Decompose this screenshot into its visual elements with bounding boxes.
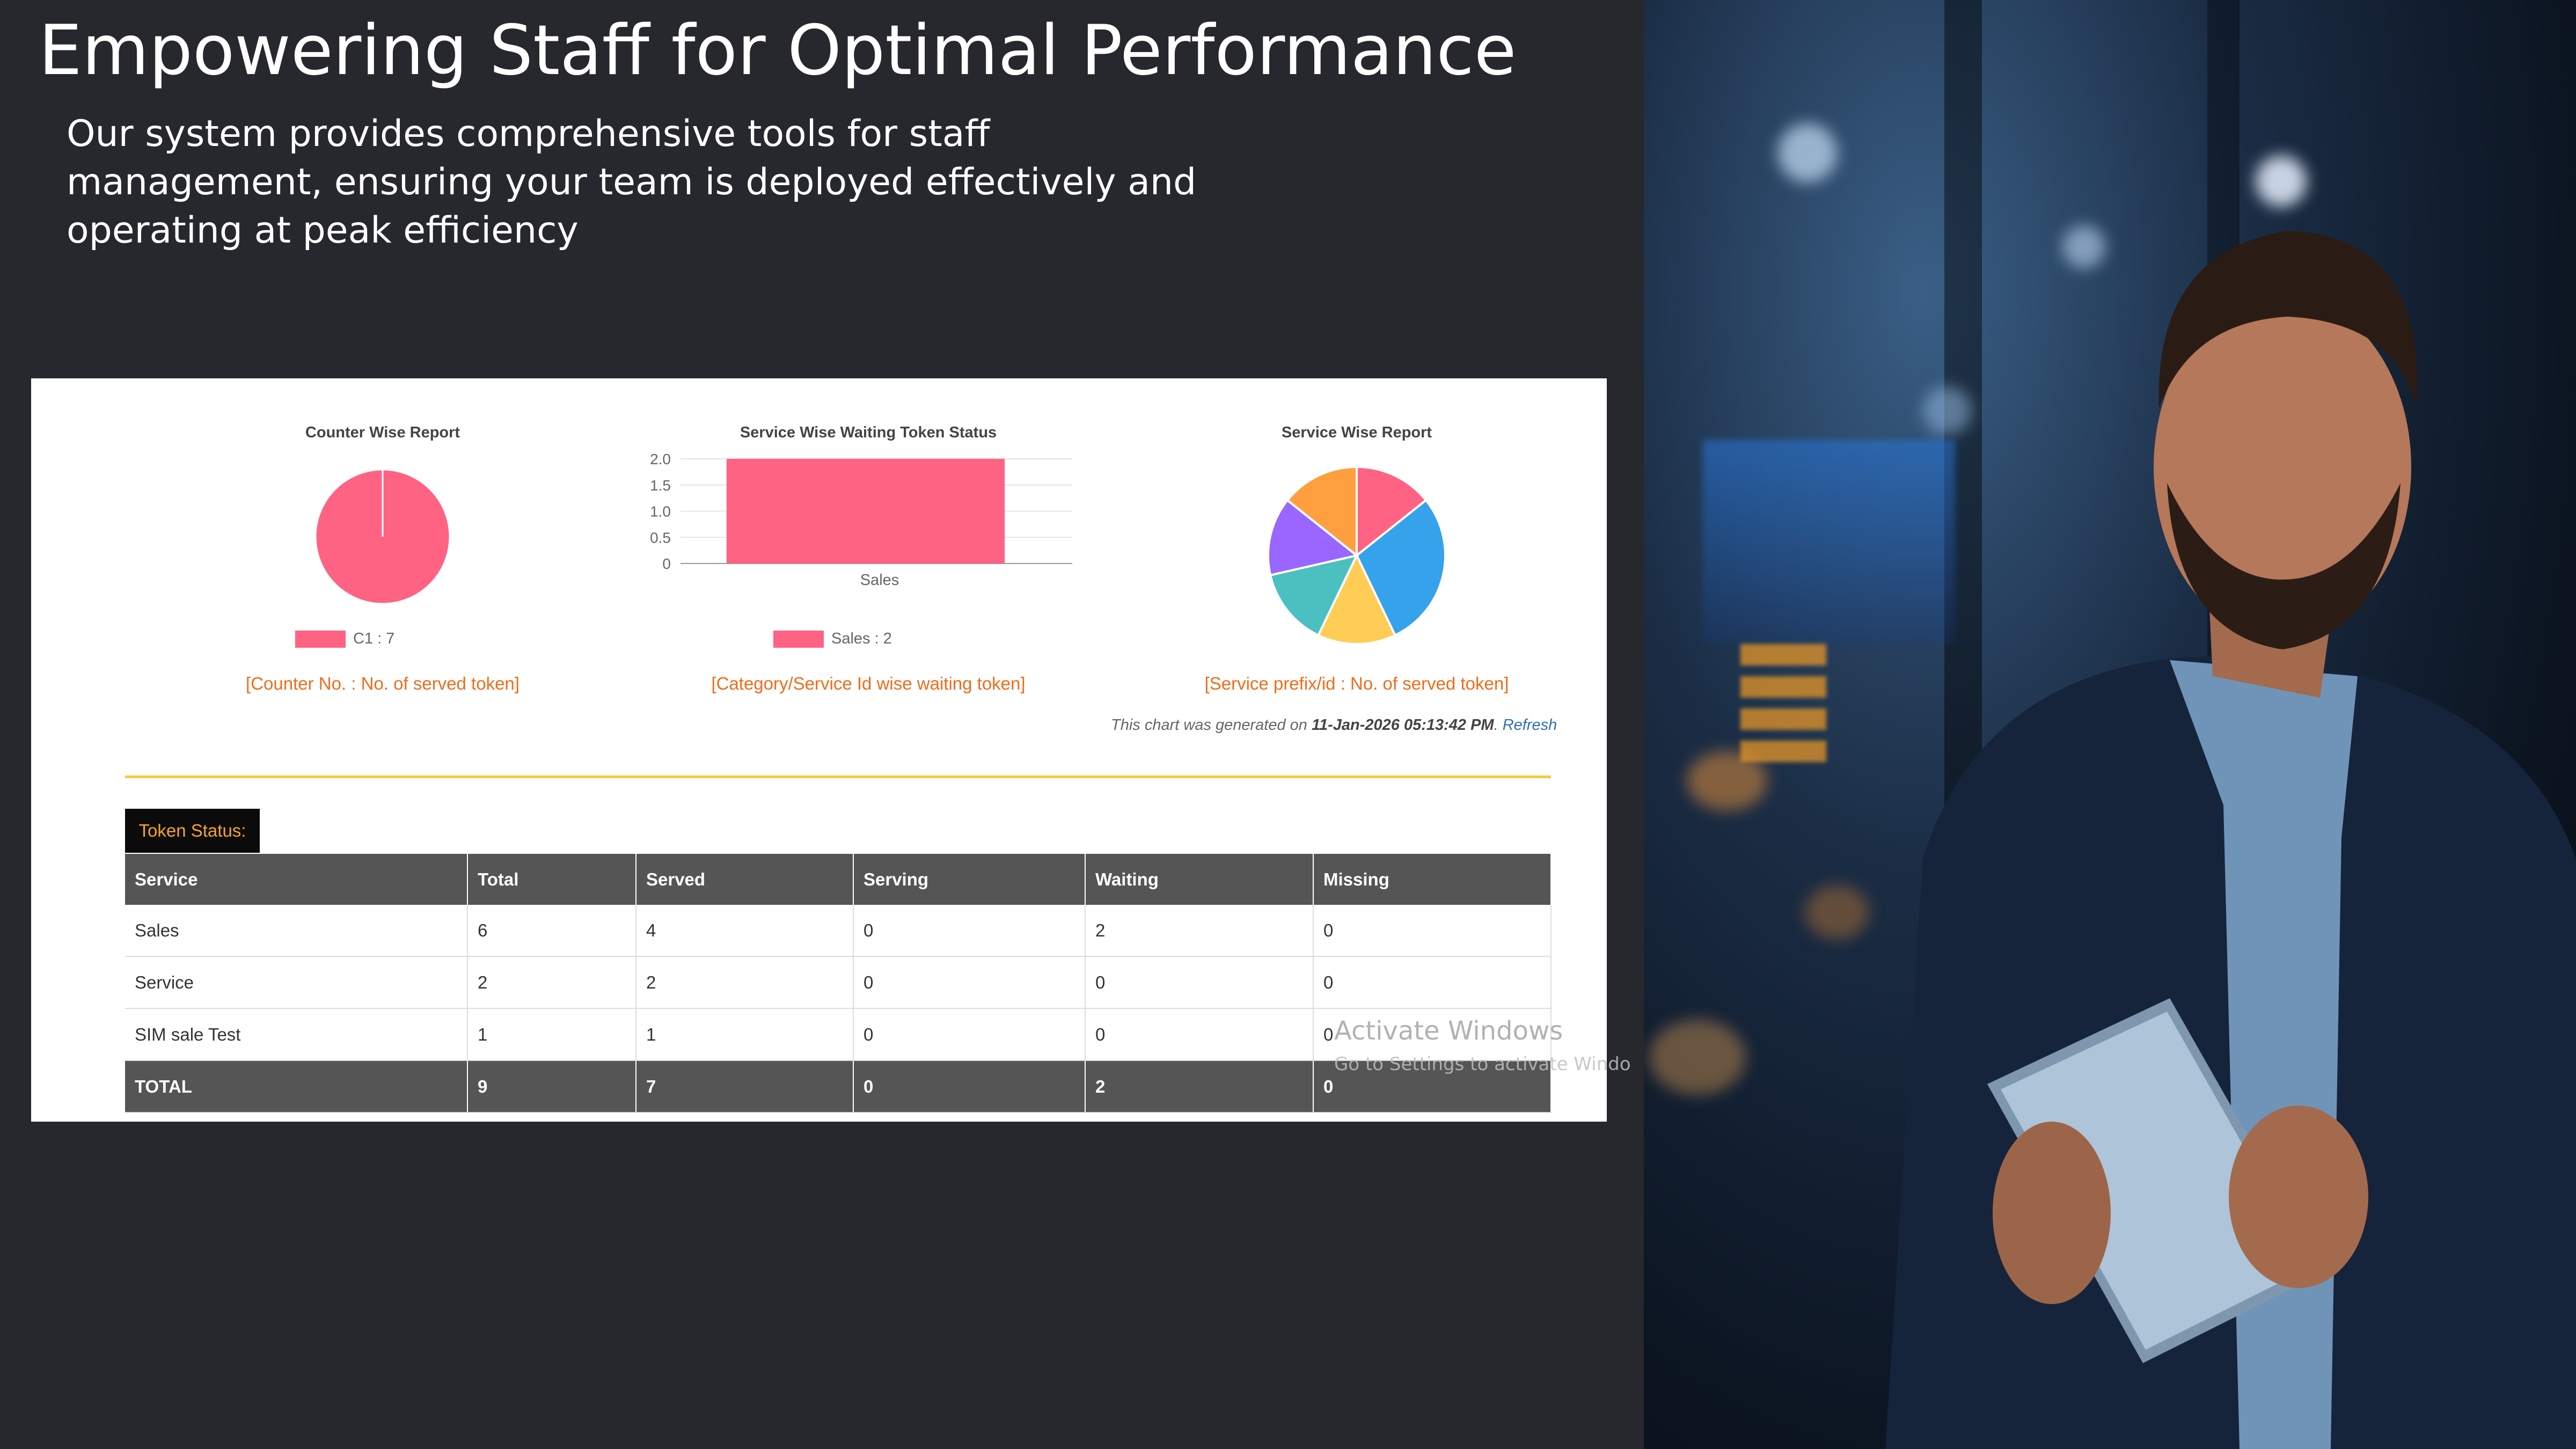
waiting-legend-swatch bbox=[773, 631, 824, 648]
table-row: Sales 6 4 0 2 0 bbox=[125, 905, 1552, 957]
cell-service: Sales bbox=[125, 905, 468, 957]
activate-windows-hint: Go to Settings to activate Windo bbox=[1334, 1053, 1631, 1075]
cell-service: SIM sale Test bbox=[125, 1008, 468, 1061]
header-total: Total bbox=[467, 854, 636, 905]
cell-missing: 0 bbox=[1313, 905, 1552, 957]
table-header-row: Service Total Served Serving Waiting Mis… bbox=[125, 854, 1552, 905]
service-pie-slice-1[interactable] bbox=[1356, 465, 1428, 558]
total-served: 7 bbox=[636, 1060, 854, 1113]
service-chart-caption: [Service prefix/id : No. of served token… bbox=[1204, 674, 1509, 693]
section-divider bbox=[125, 775, 1551, 778]
table-row: SIM sale Test 1 1 0 0 0 bbox=[125, 1008, 1552, 1061]
header-serving: Serving bbox=[853, 854, 1086, 905]
cell-served: 2 bbox=[636, 956, 854, 1009]
bar-y-tick-label: 2.0 bbox=[650, 451, 671, 467]
bar-y-tick-label: 1.0 bbox=[650, 503, 671, 520]
cell-waiting: 0 bbox=[1085, 1008, 1314, 1061]
service-pie-slice-2[interactable] bbox=[1355, 499, 1446, 637]
cell-service: Service bbox=[125, 956, 468, 1009]
cell-total: 2 bbox=[467, 956, 636, 1009]
counter-legend-swatch bbox=[295, 631, 346, 648]
waiting-chart-title: Service Wise Waiting Token Status bbox=[740, 424, 997, 441]
businessman-tablet-photo bbox=[1644, 0, 2576, 1449]
counter-chart-caption: [Counter No. : No. of served token] bbox=[246, 674, 519, 693]
service-pie-chart bbox=[1267, 465, 1446, 645]
token-status-table: Service Total Served Serving Waiting Mis… bbox=[125, 854, 1552, 1113]
cell-waiting: 0 bbox=[1085, 956, 1314, 1009]
cell-waiting: 2 bbox=[1085, 905, 1314, 957]
table-row: Service 2 2 0 0 0 bbox=[125, 956, 1552, 1009]
header-waiting: Waiting bbox=[1085, 854, 1314, 905]
chart-generated-line: This chart was generated on 11-Jan-2026 … bbox=[1111, 716, 1557, 734]
cell-serving: 0 bbox=[853, 1008, 1086, 1061]
bar-sales[interactable] bbox=[726, 459, 1005, 564]
total-missing: 0 bbox=[1313, 1060, 1552, 1113]
waiting-bar-chart: 2.0 1.5 1.0 0.5 0 Sales bbox=[650, 451, 1072, 589]
header-served: Served bbox=[636, 854, 854, 905]
cell-serving: 0 bbox=[853, 956, 1086, 1009]
header-service: Service bbox=[125, 854, 468, 905]
counter-pie-chart bbox=[314, 469, 451, 605]
cell-served: 4 bbox=[636, 905, 854, 957]
cell-missing: 0 bbox=[1313, 1008, 1552, 1061]
token-status-tab[interactable]: Token Status: bbox=[125, 809, 260, 853]
report-panel: Counter Wise Report C1 : 7 [Counter No. … bbox=[31, 378, 1607, 1122]
bar-y-tick-label: 0 bbox=[662, 555, 671, 572]
person-illustration bbox=[1885, 231, 2576, 1449]
cell-missing: 0 bbox=[1313, 956, 1552, 1009]
header-missing: Missing bbox=[1313, 854, 1552, 905]
waiting-chart-caption: [Category/Service Id wise waiting token] bbox=[711, 674, 1026, 693]
refresh-link[interactable]: Refresh bbox=[1502, 716, 1557, 734]
total-label: TOTAL bbox=[125, 1060, 468, 1113]
total-serving: 0 bbox=[853, 1060, 1086, 1113]
service-pie-slice-3[interactable] bbox=[1316, 553, 1397, 645]
bar-y-tick-label: 0.5 bbox=[650, 529, 671, 546]
bar-y-tick-label: 1.5 bbox=[650, 477, 671, 494]
total-total: 9 bbox=[467, 1060, 636, 1113]
slide-subtitle: Our system provides comprehensive tools … bbox=[67, 113, 1197, 252]
activate-windows-watermark: Activate Windows bbox=[1334, 1016, 1563, 1046]
table-total-row: TOTAL 9 7 0 2 0 bbox=[125, 1060, 1552, 1113]
generated-time: 11-Jan-2026 05:13:42 PM bbox=[1311, 716, 1494, 734]
bar-x-category-label: Sales bbox=[860, 572, 899, 589]
service-chart-title: Service Wise Report bbox=[1281, 424, 1432, 441]
service-pie-slice-6[interactable] bbox=[1286, 465, 1358, 558]
cell-total: 6 bbox=[467, 905, 636, 957]
cell-served: 1 bbox=[636, 1008, 854, 1061]
generated-prefix: This chart was generated on bbox=[1111, 716, 1312, 734]
slide-title: Empowering Staff for Optimal Performance bbox=[39, 11, 1517, 91]
service-pie-slice-5[interactable] bbox=[1267, 499, 1359, 577]
counter-chart-title: Counter Wise Report bbox=[305, 424, 460, 441]
service-pie-slice-4[interactable] bbox=[1269, 554, 1359, 637]
waiting-legend-label: Sales : 2 bbox=[831, 630, 892, 647]
counter-legend-label: C1 : 7 bbox=[353, 630, 395, 647]
cell-total: 1 bbox=[467, 1008, 636, 1061]
cell-serving: 0 bbox=[853, 905, 1086, 957]
total-waiting: 2 bbox=[1085, 1060, 1314, 1113]
